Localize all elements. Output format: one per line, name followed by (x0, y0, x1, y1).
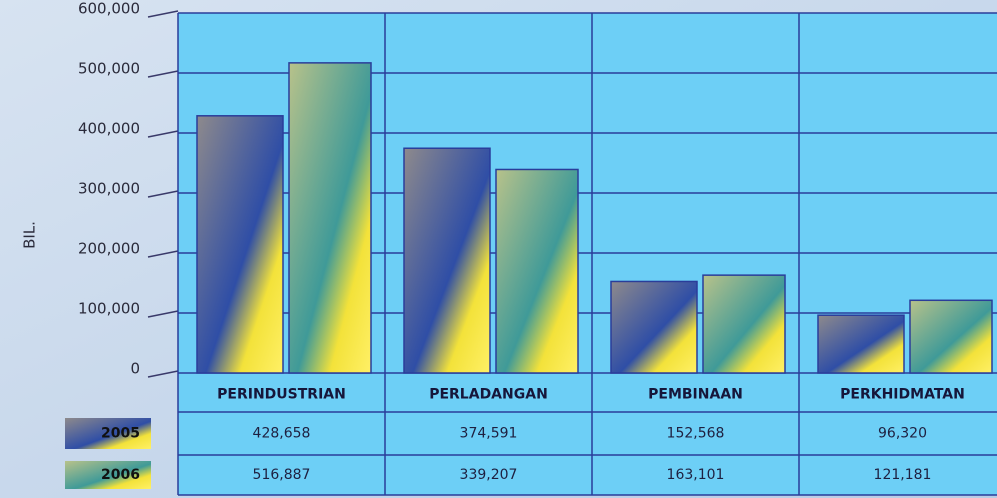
table-cell: 121,181 (874, 467, 932, 483)
y-tick-label: 300,000 (78, 180, 140, 198)
bar (196, 115, 284, 374)
legend-label: 2005 (101, 426, 140, 442)
table-cell: 152,568 (667, 426, 725, 442)
bar (403, 147, 491, 374)
bar (817, 314, 905, 374)
table-cell: 374,591 (460, 426, 518, 442)
tick-mark (147, 70, 179, 78)
tick-mark (147, 130, 179, 138)
table-cell: 163,101 (667, 467, 725, 483)
y-tick-label: 100,000 (78, 300, 140, 318)
bar (909, 299, 993, 374)
y-tick-label: 0 (130, 360, 140, 378)
bar (702, 274, 786, 374)
category-label: PEMBINAAN (648, 387, 743, 403)
legend-swatch (65, 461, 151, 489)
table-cell: 428,658 (253, 426, 311, 442)
y-axis-label: BIL. (21, 221, 39, 249)
category-label: PERLADANGAN (429, 387, 548, 403)
category-label: PERINDUSTRIAN (217, 387, 346, 403)
category-label: PERKHIDMATAN (840, 387, 965, 403)
y-tick-label: 600,000 (78, 0, 140, 18)
legend-swatch (65, 418, 151, 449)
tick-mark (147, 10, 179, 18)
bar (610, 280, 698, 374)
y-tick-label: 200,000 (78, 240, 140, 258)
tick-mark (147, 190, 179, 198)
bar (288, 62, 372, 374)
table-cell: 516,887 (253, 467, 311, 483)
legend-label: 2006 (101, 467, 140, 483)
table-cell: 96,320 (878, 426, 927, 442)
table-cell: 339,207 (460, 467, 518, 483)
y-tick-label: 400,000 (78, 120, 140, 138)
tick-mark (147, 310, 179, 318)
tick-mark (147, 250, 179, 258)
bar (495, 168, 579, 374)
y-tick-label: 500,000 (78, 60, 140, 78)
tick-mark (147, 370, 179, 378)
